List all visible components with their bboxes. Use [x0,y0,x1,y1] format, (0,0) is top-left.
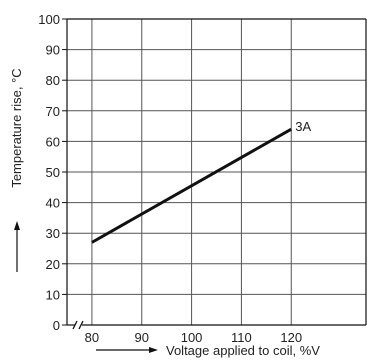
y-tick-label-70: 70 [46,104,60,119]
y-axis-title: Temperature rise, °C [9,68,24,187]
x-tick-label-80: 80 [85,330,99,345]
y-tick-label-0: 0 [53,318,60,333]
y-tick-label-80: 80 [46,73,60,88]
axis-break-mark-1 [72,320,78,330]
series-line-3A [91,127,292,244]
y-tick-label-30: 30 [46,226,60,241]
y-axis-title-group: Temperature rise, °C [9,68,24,272]
x-tick-label-100: 100 [181,330,203,345]
y-tick-label-20: 20 [46,257,60,272]
series-label-3A: 3A [295,119,311,134]
x-tick-label-90: 90 [135,330,149,345]
x-tick-label-110: 110 [231,330,252,345]
y-axis-title-arrowhead [14,221,20,230]
y-tick-label-50: 50 [46,165,60,180]
x-axis-title-arrowhead [149,347,158,353]
y-tick-label-40: 40 [46,196,60,211]
y-tick-label-90: 90 [46,43,60,58]
x-axis-title-group: Voltage applied to coil, %V [96,343,320,358]
x-axis-title: Voltage applied to coil, %V [166,343,320,358]
x-tick-label-120: 120 [280,330,302,345]
y-tick-label-10: 10 [46,287,60,302]
y-tick-label-60: 60 [46,134,60,149]
axis-break-mark-2 [78,320,84,330]
tick-labels: 0 10 20 30 40 50 60 70 80 90 100 80 90 100 110 120 3A [38,12,311,345]
y-tick-label-100: 100 [38,12,60,27]
axes [62,18,367,330]
series-lines [91,127,292,244]
